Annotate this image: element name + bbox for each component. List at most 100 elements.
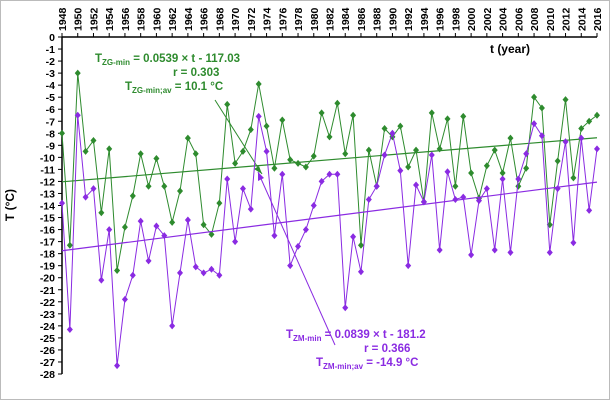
data-point <box>66 325 73 333</box>
data-point <box>523 150 530 158</box>
y-tick-label: -14 <box>40 201 55 213</box>
data-point <box>594 111 600 119</box>
annotation-text: T <box>286 329 293 341</box>
data-point <box>90 137 97 145</box>
data-point <box>491 246 498 254</box>
data-point <box>169 218 176 226</box>
data-point <box>365 146 372 154</box>
y-tick-label: -25 <box>40 333 55 345</box>
data-point <box>334 170 341 178</box>
y-tick-label: -23 <box>40 309 55 321</box>
annotation: TZM-min = 0.0839 × t - 181.2 <box>286 329 426 343</box>
x-tick-label: 1984 <box>340 7 352 31</box>
data-point <box>586 206 593 214</box>
data-point <box>239 185 246 193</box>
data-point <box>98 276 105 284</box>
x-tick-label: 1950 <box>73 7 85 31</box>
data-point <box>546 248 553 256</box>
data-point <box>342 150 349 158</box>
data-point <box>255 80 262 88</box>
y-tick-label: -24 <box>40 321 55 333</box>
x-tick-label: 2016 <box>592 7 604 31</box>
data-point <box>444 168 451 176</box>
x-tick-label: 2000 <box>466 7 478 31</box>
data-point <box>468 169 475 177</box>
data-point <box>279 170 286 178</box>
data-point <box>507 248 514 256</box>
data-point <box>491 146 498 154</box>
data-point <box>468 251 475 259</box>
data-point <box>287 262 294 270</box>
data-point <box>177 269 184 277</box>
data-point <box>137 150 144 158</box>
x-tick-label: 1974 <box>262 7 274 31</box>
data-point <box>208 265 215 273</box>
x-tick-label: 1966 <box>199 7 211 31</box>
annotation-subscript: ZG-min;av <box>132 86 172 95</box>
data-point <box>428 109 435 117</box>
y-tick-label: -4 <box>46 80 55 92</box>
data-point <box>357 268 364 276</box>
data-point <box>420 198 427 206</box>
data-point <box>192 150 199 158</box>
data-point <box>295 242 302 250</box>
y-tick-label: -22 <box>40 297 55 309</box>
data-point <box>428 151 435 159</box>
data-point <box>381 151 388 159</box>
x-tick-label: 1986 <box>356 7 368 31</box>
data-point <box>499 169 506 177</box>
data-point <box>200 269 207 277</box>
data-point <box>405 163 412 171</box>
data-point <box>531 120 538 128</box>
data-point <box>208 230 215 238</box>
data-point <box>460 193 467 201</box>
data-point <box>578 134 585 142</box>
y-tick-label: -12 <box>40 176 55 188</box>
annotation-text: = -14.9 °C <box>363 357 418 369</box>
data-point <box>271 164 278 172</box>
data-point <box>350 111 357 119</box>
data-point <box>365 195 372 203</box>
data-point <box>515 175 522 183</box>
data-point <box>444 115 451 123</box>
data-point <box>106 145 113 153</box>
data-point <box>594 145 600 153</box>
data-point <box>263 122 270 130</box>
annotation-arrow <box>214 99 263 175</box>
data-point <box>436 145 443 153</box>
data-point <box>483 185 490 193</box>
trend-line <box>61 137 598 183</box>
data-point <box>169 322 176 330</box>
y-tick-label: -27 <box>40 357 55 369</box>
data-point <box>287 156 294 164</box>
y-tick-label: -1 <box>46 44 55 56</box>
data-point <box>161 182 168 190</box>
data-point <box>523 164 530 172</box>
x-axis-title: t (year) <box>490 42 530 56</box>
data-point <box>452 182 459 190</box>
data-point <box>145 257 152 265</box>
y-tick-label: -9 <box>46 140 55 152</box>
data-point <box>114 266 121 274</box>
y-tick-label: -20 <box>40 273 55 285</box>
data-point <box>475 197 482 205</box>
data-point <box>161 232 168 240</box>
x-tick-label: 1994 <box>419 7 431 31</box>
y-tick-label: -8 <box>46 128 55 140</box>
y-tick-label: -17 <box>40 237 55 249</box>
x-tick-label: 2006 <box>513 7 525 31</box>
data-point <box>177 187 184 195</box>
x-tick-label: 1960 <box>151 7 163 31</box>
data-point <box>389 129 396 137</box>
data-point <box>271 232 278 240</box>
annotation: r = 0.303 <box>173 67 219 79</box>
data-point <box>239 147 246 155</box>
x-tick-label: 2010 <box>545 7 557 31</box>
data-point <box>302 226 309 234</box>
x-tick-label: 1962 <box>167 7 179 31</box>
data-point <box>318 109 325 117</box>
x-tick-label: 1964 <box>183 7 195 31</box>
data-point <box>381 124 388 132</box>
x-tick-label: 1978 <box>293 7 305 31</box>
data-point <box>326 170 333 178</box>
